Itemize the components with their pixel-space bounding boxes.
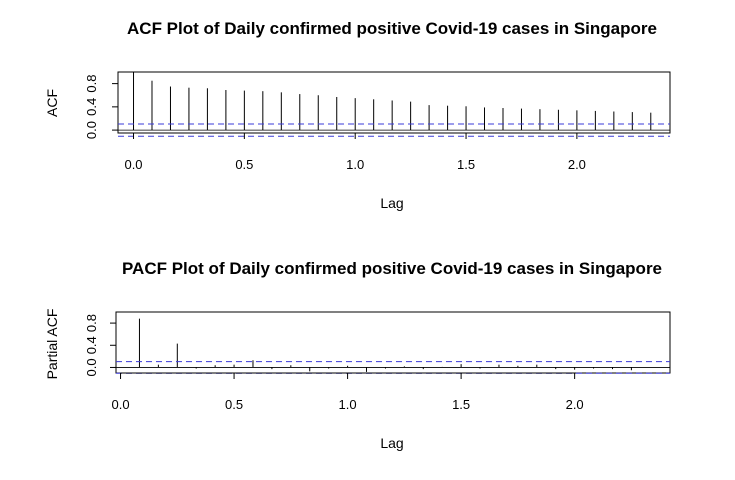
acf-x-tick-label: 1.0 xyxy=(346,157,364,172)
acf-x-tick-label: 1.5 xyxy=(457,157,475,172)
pacf-x-tick-label: 0.0 xyxy=(112,397,130,412)
pacf-bars xyxy=(116,318,670,374)
acf-x-axis-label: Lag xyxy=(380,195,403,211)
pacf-title: PACF Plot of Daily confirmed positive Co… xyxy=(122,259,662,278)
pacf-x-tick-label: 0.5 xyxy=(225,397,243,412)
pacf-x-axis-label: Lag xyxy=(380,435,403,451)
acf-y-tick-label: 0.0 xyxy=(84,121,99,139)
acf-y-axis-label: ACF xyxy=(44,89,60,117)
acf-bars xyxy=(118,72,670,137)
pacf-y-axis-label: Partial ACF xyxy=(44,309,60,380)
pacf-y-ticks: 0.0 0.4 0.8 xyxy=(84,314,116,376)
acf-title: ACF Plot of Daily confirmed positive Cov… xyxy=(127,19,657,38)
acf-y-ticks: 0.0 0.4 0.8 xyxy=(84,75,118,139)
pacf-panel: PACF Plot of Daily confirmed positive Co… xyxy=(44,259,671,451)
acf-x-tick-label: 0.0 xyxy=(124,157,142,172)
acf-x-ticks: 0.0 0.5 1.0 1.5 2.0 xyxy=(124,132,586,172)
acf-x-tick-label: 2.0 xyxy=(568,157,586,172)
pacf-x-tick-label: 2.0 xyxy=(566,397,584,412)
acf-panel: ACF Plot of Daily confirmed positive Cov… xyxy=(44,19,671,211)
acf-y-tick-label: 0.4 xyxy=(84,98,99,116)
pacf-y-tick-label: 0.8 xyxy=(84,314,99,332)
pacf-x-ticks: 0.0 0.5 1.0 1.5 2.0 xyxy=(112,372,584,412)
pacf-x-tick-label: 1.5 xyxy=(452,397,470,412)
pacf-plot-box xyxy=(115,311,671,374)
acf-x-tick-label: 0.5 xyxy=(235,157,253,172)
pacf-y-tick-label: 0.4 xyxy=(84,336,99,354)
pacf-y-tick-label: 0.0 xyxy=(84,358,99,376)
pacf-x-tick-label: 1.0 xyxy=(339,397,357,412)
acf-y-tick-label: 0.8 xyxy=(84,75,99,93)
